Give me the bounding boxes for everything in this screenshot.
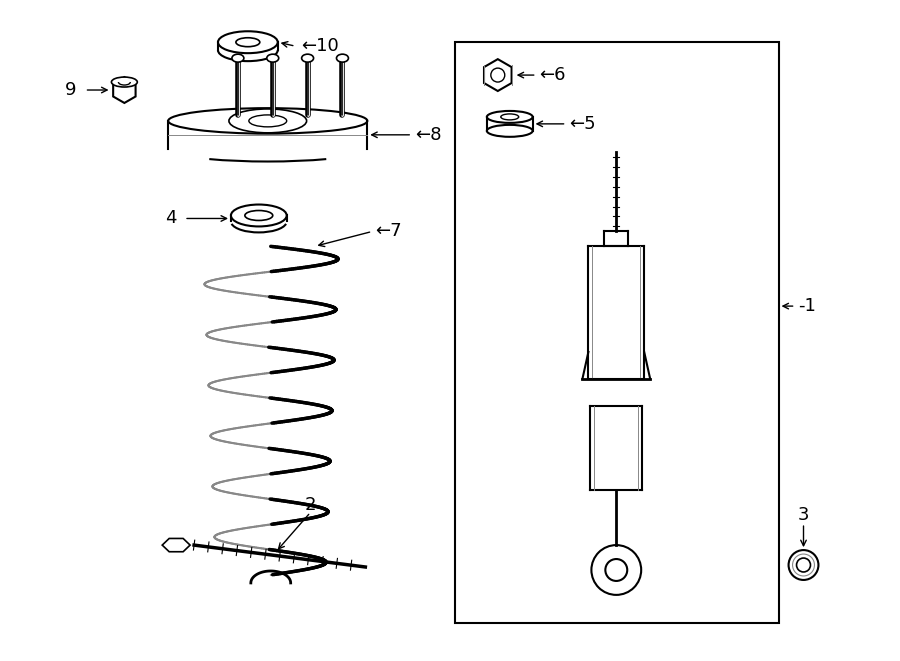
Ellipse shape (487, 111, 533, 123)
Ellipse shape (591, 545, 641, 595)
Ellipse shape (500, 114, 518, 120)
Ellipse shape (112, 77, 138, 87)
Ellipse shape (218, 31, 278, 53)
Ellipse shape (337, 54, 348, 62)
Ellipse shape (248, 115, 287, 127)
Text: 4: 4 (165, 210, 176, 227)
Text: ←10: ←10 (301, 37, 338, 56)
Text: 3: 3 (797, 506, 809, 524)
Ellipse shape (236, 38, 260, 47)
Text: ←8: ←8 (415, 126, 442, 144)
Ellipse shape (606, 559, 627, 581)
Text: ←7: ←7 (375, 222, 402, 241)
Ellipse shape (232, 54, 244, 62)
Ellipse shape (266, 54, 279, 62)
Polygon shape (484, 59, 511, 91)
Ellipse shape (231, 204, 287, 227)
Ellipse shape (788, 550, 818, 580)
Ellipse shape (796, 558, 811, 572)
Polygon shape (113, 77, 136, 103)
Text: ←6: ←6 (540, 66, 566, 84)
Ellipse shape (302, 54, 313, 62)
Bar (455, 42, 778, 623)
Polygon shape (162, 539, 190, 552)
Text: ←5: ←5 (570, 115, 596, 133)
Ellipse shape (487, 125, 533, 137)
Text: -1: -1 (798, 297, 816, 315)
Ellipse shape (229, 109, 307, 133)
Ellipse shape (491, 68, 505, 82)
Text: 2: 2 (305, 496, 316, 514)
Ellipse shape (168, 108, 367, 134)
Text: 9: 9 (65, 81, 76, 99)
Ellipse shape (245, 210, 273, 221)
